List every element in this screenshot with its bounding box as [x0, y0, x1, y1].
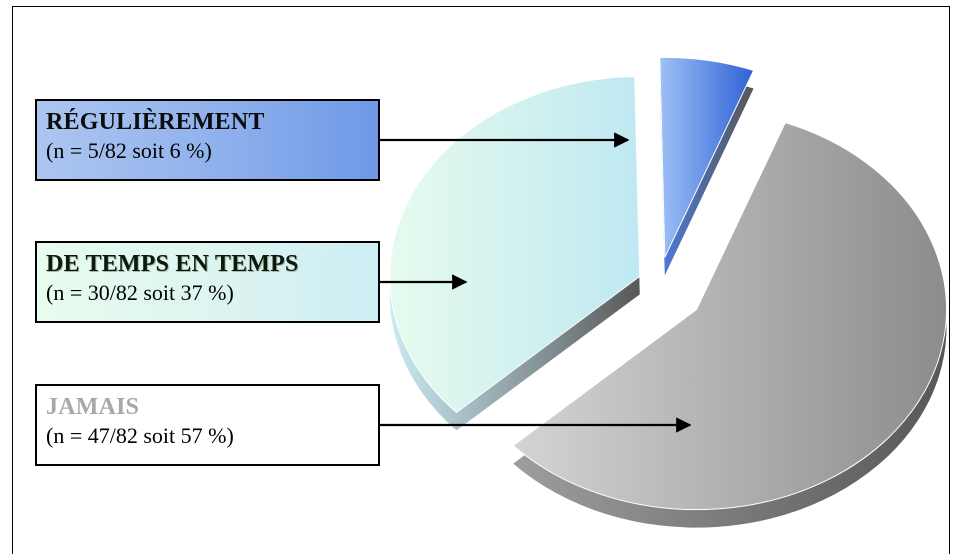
pie-slice-temps	[389, 75, 641, 431]
legend-arrows	[380, 132, 692, 433]
legend-detail-jamais: (n = 47/82 soit 57 %)	[46, 423, 234, 448]
legend-box-jamais: JAMAIS (n = 47/82 soit 57 %)	[35, 384, 380, 466]
pie-slice-top-temps	[389, 75, 641, 414]
pie-slice-top-jamais	[512, 122, 947, 511]
pie-slice-reg	[659, 56, 755, 276]
legend-detail-de-temps-en-temps: (n = 30/82 soit 37 %)	[46, 280, 234, 305]
legend-title-regulierement: RÉGULIÈREMENT	[46, 109, 265, 135]
pie-slices	[389, 56, 947, 528]
legend-box-de-temps-en-temps: DE TEMPS EN TEMPS (n = 30/82 soit 37 %)	[35, 241, 380, 323]
legend-box-regulierement: RÉGULIÈREMENT (n = 5/82 soit 6 %)	[35, 99, 380, 181]
pie-slice-jamais	[512, 122, 947, 528]
legend-title-de-temps-en-temps: DE TEMPS EN TEMPS	[46, 251, 299, 277]
legend-detail-regulierement: (n = 5/82 soit 6 %)	[46, 138, 212, 163]
legend-title-jamais: JAMAIS	[46, 394, 140, 420]
pie-slice-top-reg	[659, 56, 755, 258]
